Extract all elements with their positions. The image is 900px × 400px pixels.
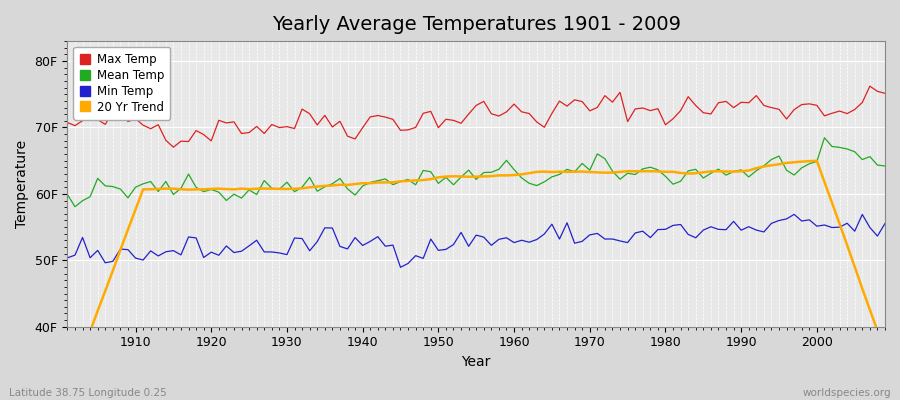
- Mean Temp: [517, 176, 527, 180]
- Min Temp: [879, 221, 890, 226]
- Text: Latitude 38.75 Longitude 0.25: Latitude 38.75 Longitude 0.25: [9, 388, 166, 398]
- Mean Temp: [608, 169, 618, 174]
- 20 Yr Trend: [812, 158, 823, 163]
- X-axis label: Year: Year: [462, 355, 490, 369]
- Y-axis label: Temperature: Temperature: [15, 140, 29, 228]
- Max Temp: [122, 119, 133, 124]
- Line: Max Temp: Max Temp: [68, 86, 885, 147]
- Min Temp: [62, 256, 73, 260]
- Min Temp: [122, 247, 133, 252]
- Max Temp: [608, 100, 618, 104]
- Max Temp: [168, 145, 179, 150]
- Min Temp: [517, 238, 527, 243]
- Mean Temp: [69, 204, 80, 209]
- Min Temp: [335, 244, 346, 249]
- Mean Temp: [130, 185, 141, 190]
- Max Temp: [342, 134, 353, 138]
- 20 Yr Trend: [335, 182, 346, 187]
- Max Temp: [865, 84, 876, 88]
- 20 Yr Trend: [501, 173, 512, 178]
- Text: worldspecies.org: worldspecies.org: [803, 388, 891, 398]
- Min Temp: [289, 236, 300, 240]
- 20 Yr Trend: [879, 350, 890, 354]
- Line: Mean Temp: Mean Temp: [68, 138, 885, 207]
- Title: Yearly Average Temperatures 1901 - 2009: Yearly Average Temperatures 1901 - 2009: [272, 15, 680, 34]
- Mean Temp: [879, 164, 890, 168]
- Legend: Max Temp, Mean Temp, Min Temp, 20 Yr Trend: Max Temp, Mean Temp, Min Temp, 20 Yr Tre…: [73, 47, 170, 120]
- Line: 20 Yr Trend: 20 Yr Trend: [68, 161, 885, 392]
- Mean Temp: [62, 192, 73, 197]
- Min Temp: [508, 240, 519, 245]
- Max Temp: [517, 110, 527, 114]
- Mean Temp: [819, 135, 830, 140]
- Max Temp: [62, 120, 73, 125]
- Min Temp: [788, 212, 799, 217]
- 20 Yr Trend: [599, 170, 610, 175]
- 20 Yr Trend: [508, 173, 519, 178]
- Mean Temp: [508, 167, 519, 172]
- Min Temp: [608, 237, 618, 242]
- Max Temp: [508, 102, 519, 106]
- Min Temp: [395, 265, 406, 270]
- Max Temp: [297, 107, 308, 112]
- 20 Yr Trend: [122, 227, 133, 232]
- 20 Yr Trend: [62, 390, 73, 395]
- Max Temp: [879, 91, 890, 96]
- Mean Temp: [297, 185, 308, 190]
- Line: Min Temp: Min Temp: [68, 214, 885, 267]
- 20 Yr Trend: [289, 186, 300, 191]
- Mean Temp: [342, 186, 353, 191]
